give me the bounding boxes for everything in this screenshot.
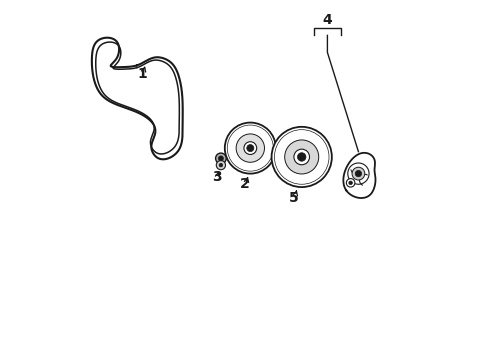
Circle shape	[294, 149, 310, 165]
Circle shape	[244, 142, 257, 154]
Text: 4: 4	[322, 13, 332, 27]
Circle shape	[216, 161, 225, 170]
Circle shape	[219, 163, 222, 167]
Circle shape	[219, 156, 223, 161]
Polygon shape	[343, 153, 375, 198]
Circle shape	[236, 134, 265, 162]
Circle shape	[352, 167, 365, 180]
Circle shape	[285, 140, 318, 174]
Text: 3: 3	[212, 170, 221, 184]
Circle shape	[297, 153, 306, 161]
Circle shape	[346, 179, 355, 187]
Circle shape	[355, 170, 362, 177]
Text: 1: 1	[137, 67, 147, 81]
Circle shape	[247, 145, 254, 152]
Circle shape	[216, 153, 226, 164]
Circle shape	[271, 127, 332, 187]
Text: 5: 5	[289, 191, 299, 205]
Text: 2: 2	[240, 176, 250, 190]
Circle shape	[349, 181, 352, 185]
Circle shape	[225, 123, 276, 174]
